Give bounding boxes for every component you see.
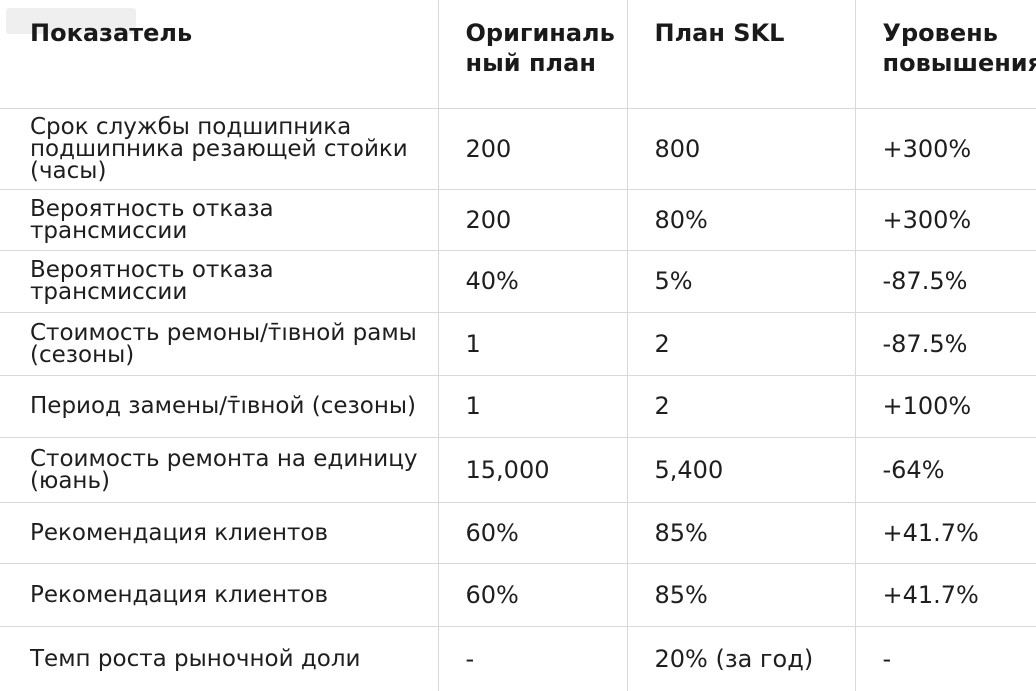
cell-improvement: -87.5% (854, 250, 1036, 313)
table-row: Темп роста рыночной доли - 20% (за год) … (0, 626, 1036, 691)
table-row: Период замены∕т̄ıвной (сезоны) 1 2 +100% (0, 375, 1036, 438)
cell-skl: 85% (626, 502, 855, 564)
table-row: Вероятность отказа трансмиссии 200 80% +… (0, 189, 1036, 251)
header-indicator: Показатель (0, 0, 438, 109)
table-row: Рекомендация клиентов 60% 85% +41.7% (0, 502, 1036, 564)
cell-skl: 2 (626, 312, 855, 376)
cell-skl: 20% (за год) (626, 626, 855, 691)
cell-skl: 2 (626, 375, 855, 438)
header-improvement: Уровень повышения (854, 0, 1036, 109)
cell-indicator: Вероятность отказа трансмиссии (0, 250, 438, 313)
cell-original: 1 (437, 312, 627, 376)
cell-original: 40% (437, 250, 627, 313)
cell-original: 1 (437, 375, 627, 438)
table-header-row: Показатель Оригиналь ный план План SKL У… (0, 0, 1036, 109)
cell-original: 60% (437, 563, 627, 627)
cell-improvement: -64% (854, 437, 1036, 503)
cell-improvement: +300% (854, 108, 1036, 190)
cell-original: 15,000 (437, 437, 627, 503)
cell-original: - (437, 626, 627, 691)
cell-improvement: +41.7% (854, 563, 1036, 627)
cell-skl: 5% (626, 250, 855, 313)
cell-indicator: Стоимость ремонта на единицу (юань) (0, 437, 438, 503)
table-row: Стоимость ремонта на единицу (юань) 15,0… (0, 437, 1036, 503)
header-skl-plan: План SKL (626, 0, 855, 109)
cell-indicator: Темп роста рыночной доли (30, 645, 361, 672)
cell-indicator: Срок службы подшипника подшипника резающ… (0, 108, 438, 190)
cell-original: 200 (437, 189, 627, 251)
table-row: Рекомендация клиентов 60% 85% +41.7% (0, 563, 1036, 627)
table-row: Стоимость ремоны∕т̄ıвной рамы (сезоны) 1… (0, 312, 1036, 376)
cell-indicator: Стоимость ремоны∕т̄ıвной рамы (сезоны) (0, 312, 438, 376)
cell-indicator: Период замены∕т̄ıвной (сезоны) (0, 375, 438, 438)
cell-improvement: +300% (854, 189, 1036, 251)
table-row: Вероятность отказа трансмиссии 40% 5% -8… (0, 250, 1036, 313)
cell-improvement: +100% (854, 375, 1036, 438)
cell-original: 200 (437, 108, 627, 190)
cell-original: 60% (437, 502, 627, 564)
header-original-plan: Оригиналь ный план (437, 0, 627, 109)
cell-skl: 85% (626, 563, 855, 627)
cell-improvement: +41.7% (854, 502, 1036, 564)
cell-skl: 5,400 (626, 437, 855, 503)
cell-improvement: -87.5% (854, 312, 1036, 376)
cell-indicator: Рекомендация клиентов (0, 563, 438, 627)
cell-indicator: Рекомендация клиентов (0, 502, 438, 564)
table-row: Срок службы подшипника подшипника резающ… (0, 108, 1036, 190)
cell-indicator: Вероятность отказа трансмиссии (0, 189, 438, 251)
cell-improvement: - (854, 626, 1036, 691)
cell-skl: 80% (626, 189, 855, 251)
cell-skl: 800 (626, 108, 855, 190)
